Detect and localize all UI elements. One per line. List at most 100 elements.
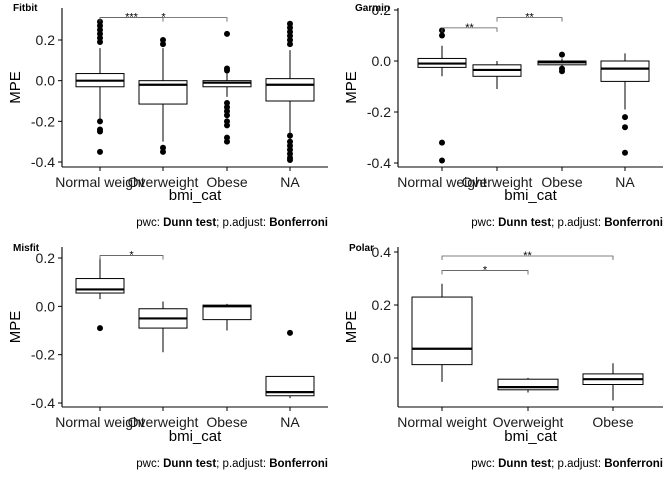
caption-adjust-prefix: ; p.adjust: — [216, 217, 269, 229]
box-normal-weight — [411, 283, 473, 382]
x-axis-title: bmi_cat — [169, 187, 222, 204]
outlier-point — [439, 157, 445, 164]
significance-bracket: * — [99, 250, 164, 262]
caption-adjust-method: Bonferroni — [604, 217, 663, 229]
y-tick-label: -0.2 — [31, 347, 55, 363]
iqr-box — [600, 60, 650, 82]
caption-adjust-prefix: ; p.adjust: — [216, 458, 269, 470]
panel-title: Fitbit — [13, 3, 38, 14]
caption: pwc: Dunn test; p.adjust: Bonferroni — [471, 217, 663, 229]
y-tick-label: -0.4 — [31, 154, 55, 170]
bracket-line — [496, 17, 563, 22]
panel-title: Polar — [349, 243, 374, 254]
y-tick-label: 0.4 — [372, 244, 392, 260]
outlier-point — [224, 67, 230, 74]
outlier-point — [97, 118, 103, 125]
outlier-point — [224, 30, 230, 37]
outlier-point — [160, 148, 166, 155]
y-tick-label: -0.4 — [367, 155, 391, 171]
box-na — [265, 329, 315, 399]
iqr-box — [411, 296, 473, 366]
x-tick-label: Overweight — [128, 414, 199, 430]
box-overweight — [472, 61, 522, 90]
x-tick-label: Overweight — [462, 174, 533, 190]
box-normal-weight — [75, 18, 125, 155]
iqr-box — [265, 78, 315, 102]
outlier-point — [287, 41, 293, 48]
x-tick-label: NA — [615, 174, 635, 190]
outlier-point — [224, 138, 230, 145]
x-axis-title: bmi_cat — [504, 428, 557, 445]
caption-adjust-method: Bonferroni — [604, 458, 663, 470]
x-tick-label: NA — [280, 414, 300, 430]
x-tick-label: Normal weight — [55, 414, 145, 430]
y-tick-label: 0.2 — [36, 250, 56, 266]
iqr-box — [75, 278, 125, 294]
box-obese — [582, 363, 644, 401]
caption-pwc-prefix: pwc: — [471, 217, 498, 229]
y-tick-label: 0.0 — [36, 298, 56, 314]
caption-adjust-method: Bonferroni — [269, 217, 328, 229]
x-tick-label: Obese — [206, 414, 247, 430]
x-axis-title: bmi_cat — [504, 187, 557, 204]
y-tick-label: -0.2 — [367, 104, 391, 120]
x-tick-label: Obese — [206, 174, 247, 190]
iqr-box — [265, 375, 315, 397]
outlier-point — [622, 124, 628, 131]
y-axis-title: MPE — [343, 71, 360, 104]
x-tick-label: Normal weight — [397, 414, 487, 430]
y-tick-label: -0.4 — [31, 395, 55, 411]
caption: pwc: Dunn test; p.adjust: Bonferroni — [136, 217, 328, 229]
y-tick-label: 0.2 — [36, 32, 56, 48]
x-tick-label: Overweight — [128, 174, 199, 190]
box-obese — [537, 51, 587, 75]
significance-label: * — [129, 250, 134, 262]
caption: pwc: Dunn test; p.adjust: Bonferroni — [136, 458, 328, 470]
bracket-line — [441, 255, 614, 260]
bracket-line — [441, 270, 529, 275]
y-tick-label: 0.2 — [372, 2, 392, 18]
iqr-box — [138, 80, 188, 105]
significance-label: * — [161, 12, 166, 24]
significance-bracket: ** — [441, 250, 614, 262]
significance-label: ** — [523, 250, 532, 262]
outlier-point — [622, 149, 628, 156]
x-tick-label: Obese — [592, 414, 633, 430]
bracket-line — [99, 17, 228, 22]
bracket-line — [441, 27, 498, 32]
caption-pwc-method: Dunn test — [163, 217, 216, 229]
outlier-point — [439, 139, 445, 146]
outlier-point — [97, 148, 103, 155]
box-na — [600, 53, 650, 156]
outlier-point — [97, 128, 103, 135]
panel-title: Misfit — [13, 243, 40, 254]
box-overweight — [138, 37, 188, 155]
y-axis-title: MPE — [7, 311, 24, 344]
outlier-point — [622, 114, 628, 121]
caption-pwc-method: Dunn test — [163, 458, 216, 470]
outlier-point — [97, 325, 103, 332]
significance-bracket: * — [99, 12, 228, 24]
outlier-point — [224, 112, 230, 119]
y-tick-label: 0.0 — [36, 73, 56, 89]
box-overweight — [497, 377, 559, 393]
outlier-point — [559, 51, 565, 58]
y-axis-title: MPE — [343, 311, 360, 344]
box-na — [265, 20, 315, 163]
significance-label: * — [483, 265, 488, 277]
outlier-point — [287, 156, 293, 163]
outlier-point — [97, 39, 103, 46]
significance-bracket: ** — [496, 12, 563, 24]
significance-label: ** — [525, 12, 534, 24]
caption-pwc-prefix: pwc: — [471, 458, 498, 470]
x-tick-label: NA — [280, 174, 300, 190]
outlier-point — [287, 132, 293, 139]
caption-pwc-prefix: pwc: — [136, 458, 163, 470]
outlier-point — [224, 122, 230, 129]
box-normal-weight — [417, 27, 467, 164]
